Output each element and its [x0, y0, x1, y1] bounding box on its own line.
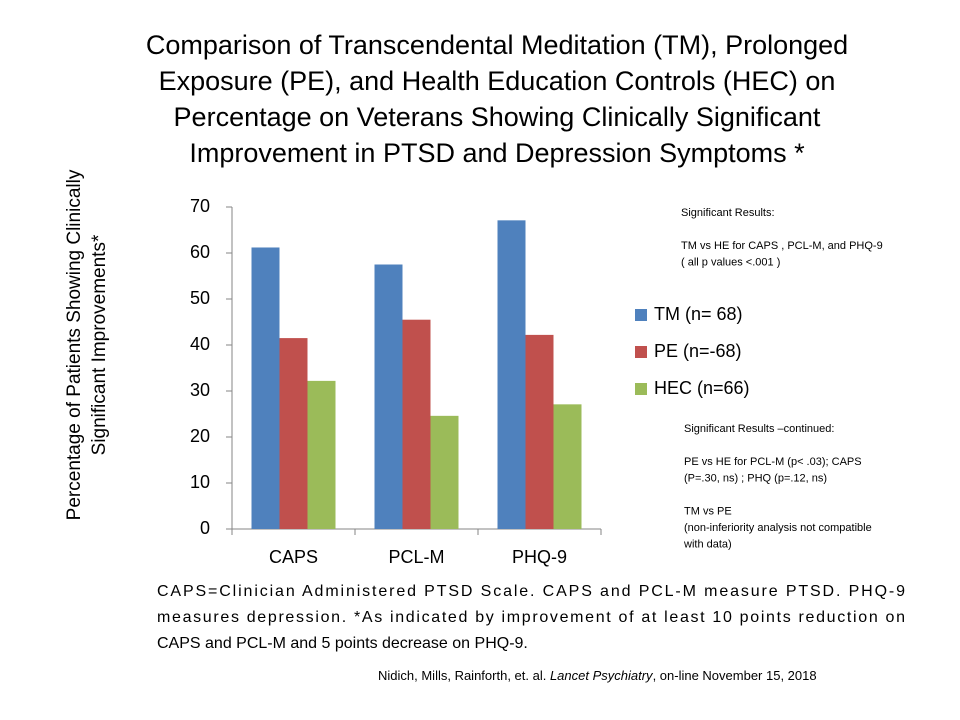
y-tick-label: 20 [190, 426, 210, 446]
y-tick-label: 50 [190, 288, 210, 308]
footnote: CAPS=Clinician Administered PTSD Scale. … [157, 583, 905, 600]
legend-label: PE (n=-68) [654, 341, 742, 361]
legend-label: TM (n= 68) [654, 304, 743, 324]
y-axis-label: Percentage of Patients Showing Clinicall… [64, 169, 110, 520]
x-tick-label: PCL-M [388, 547, 444, 567]
chart-title: Comparison of Transcendental Meditation … [146, 30, 848, 60]
note-text: (P=.30, ns) ; PHQ (p=.12, ns) [684, 472, 827, 484]
x-tick-label: PHQ-9 [512, 547, 567, 567]
y-tick-label: 70 [190, 196, 210, 216]
bar [497, 220, 526, 529]
citation-part: Lancet Psychiatry [550, 668, 654, 683]
footnote: measures depression. *As indicated by im… [157, 609, 905, 626]
chart-title: Percentage on Veterans Showing Clinicall… [174, 102, 821, 132]
x-tick-label: CAPS [269, 547, 318, 567]
y-axis-label-line: Percentage of Patients Showing Clinicall… [64, 169, 85, 520]
bar [307, 380, 336, 529]
y-tick-label: 40 [190, 334, 210, 354]
note-text: PE vs HE for PCL-M (p< .03); CAPS [684, 456, 862, 468]
bar [525, 334, 554, 529]
footnote: CAPS and PCL-M and 5 points decrease on … [157, 635, 528, 652]
y-tick-label: 0 [200, 518, 210, 538]
note-text: TM vs PE [684, 505, 732, 517]
bar [402, 319, 431, 529]
legend-swatch [635, 383, 647, 395]
citation-part: , on-line November 15, 2018 [653, 668, 817, 683]
y-tick-label: 30 [190, 380, 210, 400]
y-tick-label: 60 [190, 242, 210, 262]
chart-title: Improvement in PTSD and Depression Sympt… [189, 138, 805, 168]
note-text: Significant Results: [681, 207, 775, 219]
note-text: with data) [683, 538, 732, 550]
note-text: ( all p values <.001 ) [681, 256, 780, 268]
legend-swatch [635, 346, 647, 358]
bar [430, 415, 459, 529]
bar [251, 247, 280, 530]
bar [279, 338, 308, 529]
legend-label: HEC (n=66) [654, 378, 750, 398]
y-axis-label-line: Significant Improvements* [89, 234, 110, 455]
chart-title: Exposure (PE), and Health Education Cont… [159, 66, 836, 96]
note-text: Significant Results –continued: [684, 423, 834, 435]
note-text: TM vs HE for CAPS , PCL-M, and PHQ-9 [681, 240, 883, 252]
bar [553, 404, 582, 529]
citation: Nidich, Mills, Rainforth, et. al. Lancet… [378, 668, 817, 683]
y-tick-label: 10 [190, 472, 210, 492]
citation-part: Nidich, Mills, Rainforth, et. al. [378, 668, 550, 683]
legend-swatch [635, 309, 647, 321]
bar [374, 264, 403, 529]
note-text: (non-inferiority analysis not compatible [684, 522, 872, 534]
